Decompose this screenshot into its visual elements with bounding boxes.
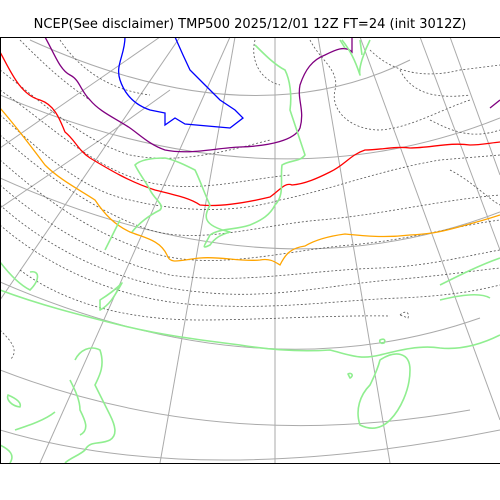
- coastline-baja: [69, 379, 87, 436]
- isotherm-red: [0, 51, 500, 207]
- isotherm-blue: [118, 37, 244, 129]
- isotherm-line: [0, 159, 500, 261]
- coastline-east: [439, 257, 500, 301]
- isotherm-line: [0, 89, 291, 187]
- meridian-line: [39, 37, 231, 463]
- coastline-lake: [347, 372, 353, 379]
- coastline-small-island: [6, 394, 22, 408]
- isotherm-line: [0, 224, 500, 307]
- coastline-arctic-islands: [341, 39, 371, 76]
- meridian-line: [317, 37, 391, 463]
- meridian-line: [419, 37, 500, 251]
- isotherms-minor: [0, 39, 500, 361]
- coastline-hudson: [99, 282, 123, 311]
- isotherm-line: [369, 49, 500, 75]
- map-title: NCEP(See disclaimer) TMP500 2025/12/01 1…: [33, 17, 467, 32]
- meridian-line: [449, 37, 500, 176]
- meridian-line: [0, 37, 181, 301]
- isotherm-line: [309, 39, 471, 131]
- isotherm-line: [0, 134, 500, 236]
- coastline-west: [64, 347, 116, 463]
- coastline-great-lakes: [357, 353, 411, 430]
- latitude-arc: [0, 94, 500, 160]
- isotherm-line: [0, 114, 500, 210]
- map-canvas: [0, 37, 500, 463]
- isotherm-line: [19, 269, 391, 321]
- map-panel: [0, 37, 500, 463]
- coastline-greenland: [104, 44, 306, 251]
- meridian-line: [0, 37, 161, 149]
- graticule-latitudes: [0, 39, 500, 461]
- coastline-lake: [378, 338, 386, 345]
- isotherm-line: [59, 39, 151, 96]
- graticule-meridians: [0, 37, 500, 463]
- isotherm-line: [0, 204, 500, 295]
- latitude-arc: [0, 429, 500, 461]
- coastline-gulf: [0, 411, 56, 463]
- latitude-arc: [29, 39, 411, 97]
- meridian-line: [159, 37, 236, 463]
- isotherm-line: [0, 184, 500, 279]
- isotherm-line: [0, 69, 271, 159]
- latitude-arc: [0, 281, 481, 350]
- isotherm-line: [0, 329, 15, 361]
- isotherm-line: [399, 69, 471, 97]
- isotherm-line: [429, 119, 500, 135]
- isotherm-line: [253, 39, 281, 86]
- meridian-line: [359, 37, 500, 421]
- coastline-labrador: [0, 261, 39, 291]
- isotherm-orange: [0, 107, 500, 266]
- isotherm-line: [19, 39, 91, 101]
- isotherm-line: [449, 169, 500, 206]
- isotherm-line: [399, 311, 409, 319]
- coastline-svalbard: [339, 39, 363, 56]
- meridian-line: [0, 89, 171, 209]
- coastlines: [0, 39, 500, 463]
- latitude-arc: [0, 369, 471, 427]
- coastline-north-america: [0, 289, 500, 358]
- isotherm-purple: [44, 37, 500, 153]
